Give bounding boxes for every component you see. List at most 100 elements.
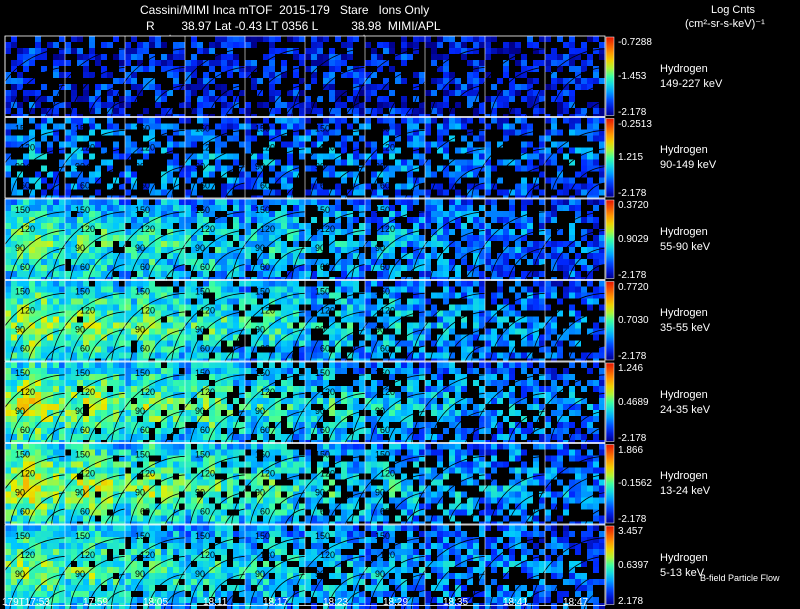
data-cell [5,141,11,148]
pitch-angle-contour [350,211,429,289]
data-cell [473,183,479,190]
data-cell [167,159,173,166]
data-cell [5,211,11,217]
data-cell [221,66,227,72]
data-cell [533,340,539,347]
data-cell [569,328,575,335]
data-cell [113,322,119,329]
data-cell [131,211,137,217]
data-cell [113,358,119,365]
data-cell [191,84,197,90]
data-cell [449,304,455,311]
data-cell [425,328,431,335]
data-cell [11,398,17,404]
data-cell [107,422,113,428]
data-cell [191,322,197,329]
data-cell [59,380,65,386]
data-cell [299,102,305,108]
data-cell [269,368,275,374]
data-cell [323,404,329,410]
data-cell [197,247,203,253]
data-cell [395,404,401,410]
data-cell [77,211,83,217]
pitch-angle-contour [170,374,249,452]
data-cell [299,223,305,229]
data-cell [143,346,149,353]
data-cell [503,60,509,66]
data-cell [503,211,509,217]
data-cell [359,310,365,317]
data-cell [305,386,311,392]
data-cell [155,60,161,66]
data-cell [257,362,263,368]
pitch-angle-contour [9,229,69,289]
data-cell [491,328,497,335]
data-cell [527,123,533,130]
data-cell [341,177,347,184]
data-cell [251,177,257,184]
data-cell [221,277,227,283]
data-cell [389,147,395,154]
data-cell [311,292,317,299]
data-cell [113,346,119,353]
data-cell [5,422,11,428]
data-cell [353,368,359,374]
data-cell [113,177,119,184]
data-cell [257,374,263,380]
data-cell [17,247,23,253]
data-cell [47,229,53,235]
data-cell [185,217,191,223]
data-cell [29,398,35,404]
data-cell [233,129,239,136]
data-cell [83,386,89,392]
data-cell [407,322,413,329]
data-cell [449,108,455,114]
data-cell [65,316,71,323]
data-cell [569,159,575,166]
data-cell [71,84,77,90]
data-cell [323,292,329,299]
data-cell [599,253,605,259]
data-cell [407,410,413,416]
data-cell [29,54,35,60]
data-cell [329,398,335,404]
pitch-angle-contour [69,148,129,208]
data-cell [359,235,365,241]
data-cell [119,392,125,398]
data-cell [539,211,545,217]
data-cell [131,241,137,247]
data-cell [71,428,77,434]
data-cell [521,60,527,66]
data-cell [191,316,197,323]
data-cell [509,271,515,277]
data-cell [17,392,23,398]
data-cell [101,205,107,211]
data-cell [341,398,347,404]
data-cell [215,404,221,410]
data-cell [191,153,197,160]
pitch-angle-contour [50,292,129,371]
data-cell [191,72,197,78]
data-cell [83,322,89,329]
data-cell [455,78,461,84]
data-cell [275,298,281,305]
data-cell [281,241,287,247]
data-cell [371,398,377,404]
contour-label: 150 [135,287,150,297]
data-cell [53,358,59,365]
data-cell [113,259,119,265]
data-cell [527,90,533,96]
data-cell [563,183,569,190]
data-cell [209,368,215,374]
data-cell [269,229,275,235]
data-cell [41,229,47,235]
data-cell [125,386,131,392]
data-cell [395,310,401,317]
data-cell [215,298,221,305]
data-cell [227,316,233,323]
data-cell [11,96,17,102]
data-cell [341,241,347,247]
data-cell [119,374,125,380]
data-cell [245,199,251,205]
data-cell [17,328,23,335]
